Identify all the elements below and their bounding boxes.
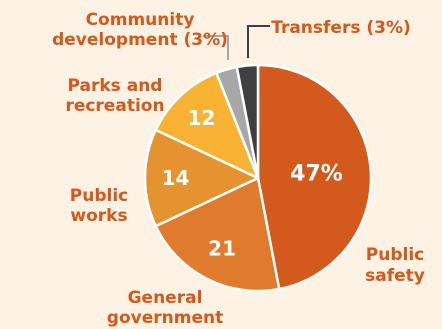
slice-category-label-line: Public (366, 245, 424, 265)
slice-category-label-line: recreation (65, 96, 164, 116)
slice-category-label-3: Parks and recreation (65, 76, 164, 116)
pie-slice-1 (154, 176, 281, 293)
slice-category-label-line: Parks and (68, 76, 163, 96)
pie-slice-2 (143, 128, 260, 228)
slice-value-label-2: 14 (162, 166, 190, 190)
slice-category-label-0: Public safety (365, 245, 425, 286)
slice-category-label-line: Public (70, 186, 128, 206)
slice-category-label-4: Community development (3%) (52, 10, 228, 50)
pie-slice-3 (154, 71, 260, 180)
pie-slice-5 (235, 63, 260, 180)
slice-category-label-line: Community (86, 10, 195, 30)
slice-category-label-line: works (70, 206, 127, 226)
slice-category-label-2: Public works (70, 186, 128, 226)
leader-lines (203, 25, 270, 60)
pie-slice-0 (256, 63, 373, 291)
pie-slices (143, 63, 373, 293)
slice-value-label-0: 47% (290, 161, 343, 186)
slice-category-label-1: General government (107, 288, 223, 328)
slice-category-label-5: Transfers (3%) (271, 18, 411, 38)
leader-line-5 (247, 25, 270, 58)
slice-category-label-line: Transfers (3%) (271, 18, 411, 38)
slice-value-label-1: 21 (208, 237, 236, 261)
slice-value-label-3: 12 (188, 106, 216, 130)
slice-category-label-line: government (107, 308, 223, 328)
leader-line-4 (203, 35, 229, 60)
slice-category-label-line: General (128, 288, 203, 308)
slice-category-label-line: development (3%) (52, 30, 228, 50)
slice-category-label-line: safety (365, 266, 425, 286)
slice-value-labels: 47% 21 14 12 (162, 106, 343, 261)
